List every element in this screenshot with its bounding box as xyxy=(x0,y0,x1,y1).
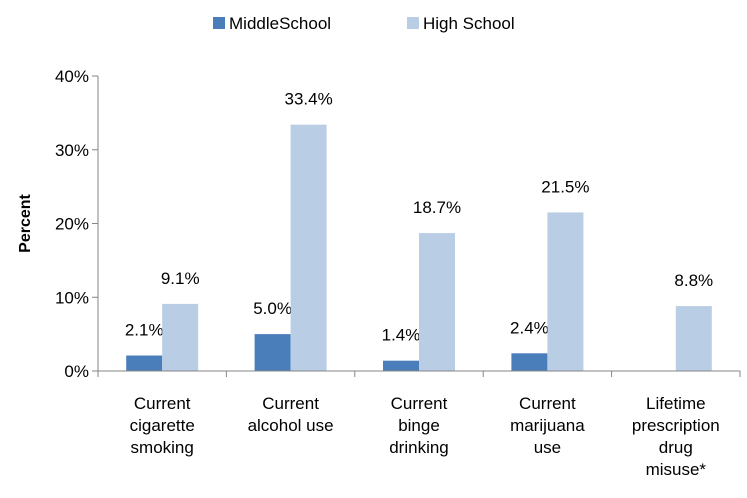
bar-high-school xyxy=(290,124,327,371)
category-label: Current alcohol use xyxy=(248,394,334,435)
y-axis: 0% 10% 20% 30% 40% xyxy=(55,67,99,381)
data-label: 33.4% xyxy=(284,90,332,109)
bar-high-school xyxy=(675,306,712,371)
legend-swatch-middle-school xyxy=(213,17,225,29)
bar-middle-school xyxy=(511,353,548,371)
data-label: 2.1% xyxy=(125,321,164,340)
legend: MiddleSchool High School xyxy=(213,14,515,33)
category-label: Lifetime prescription drug misuse* xyxy=(632,394,720,479)
y-tick-label: 40% xyxy=(55,67,89,86)
category-label: Current marijuana use xyxy=(510,394,585,457)
category-label: Current cigarette smoking xyxy=(130,394,195,457)
data-label: 8.8% xyxy=(674,271,713,290)
data-label: 2.4% xyxy=(510,318,549,337)
y-axis-title: Percent xyxy=(17,193,34,252)
data-label: 1.4% xyxy=(382,326,421,345)
data-label: 21.5% xyxy=(541,177,589,196)
legend-label: MiddleSchool xyxy=(229,14,331,33)
bar-middle-school xyxy=(383,360,419,371)
y-tick-label: 30% xyxy=(55,141,89,160)
bar-high-school xyxy=(547,212,584,371)
legend-swatch-high-school xyxy=(407,17,419,29)
bars: 2.1% 9.1% 5.0% 33.4% 1.4% 18.7% 2.4% 21.5% 8.8% xyxy=(125,90,713,371)
data-label: 5.0% xyxy=(253,299,292,318)
bar-middle-school xyxy=(254,334,291,371)
data-label: 18.7% xyxy=(413,198,461,217)
bar-high-school xyxy=(419,233,455,371)
x-axis: Current cigarette smoking Current alcohol us… xyxy=(97,370,741,479)
data-label: 9.1% xyxy=(161,269,200,288)
y-tick-label: 0% xyxy=(64,362,89,381)
bar-middle-school xyxy=(126,355,163,371)
category-label: Current binge drinking xyxy=(389,394,449,457)
bar-high-school xyxy=(162,303,199,371)
y-tick-label: 20% xyxy=(55,215,89,234)
y-tick-label: 10% xyxy=(55,288,89,307)
legend-label: High School xyxy=(423,14,515,33)
